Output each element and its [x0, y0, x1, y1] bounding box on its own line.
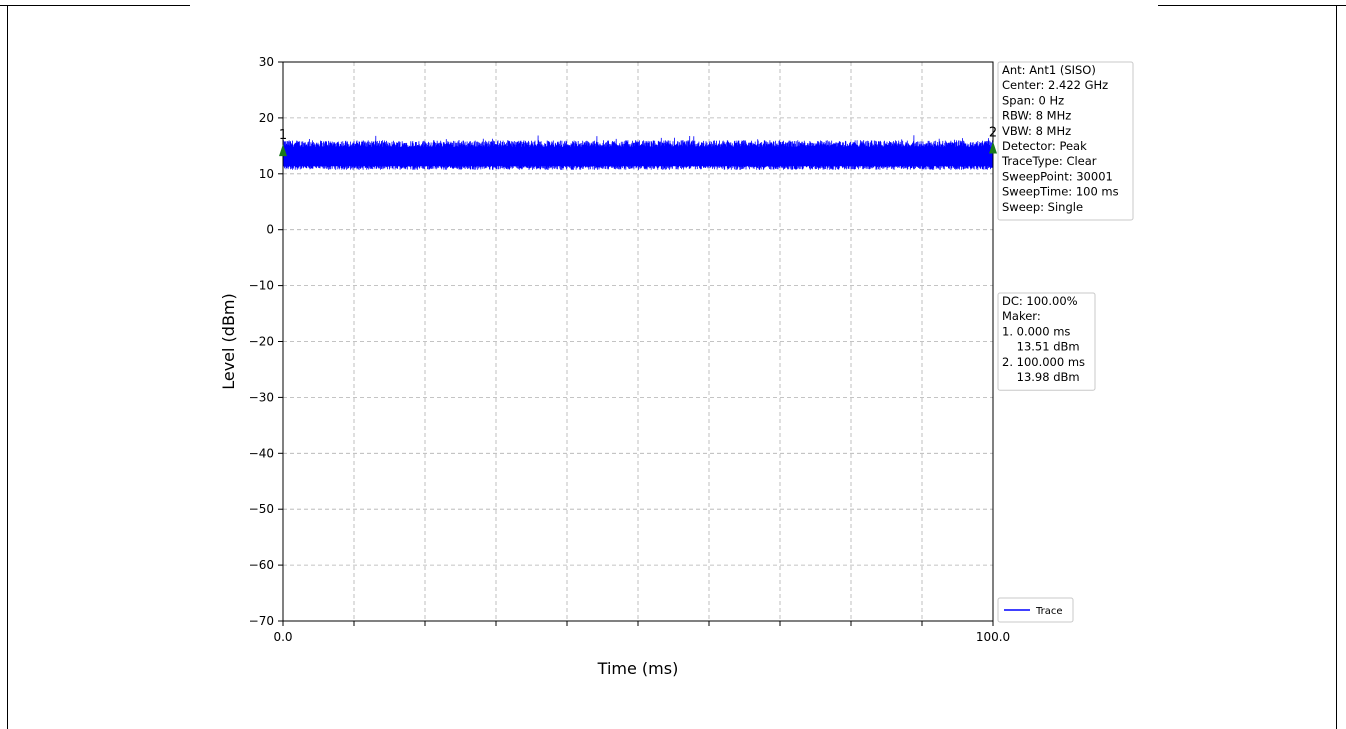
marker-2-triangle	[989, 141, 997, 154]
y-tick-label: −20	[249, 335, 274, 349]
box-frame	[997, 61, 1134, 221]
marker-2-label: 2	[989, 126, 997, 141]
x-axis-title: Time (ms)	[597, 659, 679, 678]
box-line: TraceType: Clear	[1001, 154, 1097, 168]
y-axis-title: Level (dBm)	[219, 293, 238, 390]
axis-ticks: 30 20 10 0 −10 −20 −30 −40 −50 −60 −70 0.0 100.0	[249, 55, 1011, 644]
frame-right-border	[1336, 5, 1337, 729]
box-line: Span: 0 Hz	[1002, 93, 1064, 107]
trace-series	[282, 135, 994, 170]
box-frame	[997, 292, 1096, 391]
box-line: 1. 0.000 ms	[1002, 324, 1070, 338]
y-tick-label: 30	[259, 55, 274, 69]
y-tick-label: −50	[249, 502, 274, 516]
y-tick-label: −40	[249, 446, 274, 460]
box-line: RBW: 8 MHz	[1002, 109, 1071, 123]
legend-label: Trace	[1035, 606, 1063, 617]
legend-frame	[997, 597, 1074, 623]
box-line: VBW: 8 MHz	[1002, 124, 1071, 138]
box-line: SweepPoint: 30001	[1002, 169, 1113, 183]
box-line: Sweep: Single	[1002, 200, 1083, 214]
y-tick-label: 20	[259, 111, 274, 125]
y-tick-label: −70	[249, 614, 274, 628]
box-line: Maker:	[1002, 309, 1041, 323]
y-tick-label: −10	[249, 279, 274, 293]
box-line: 2. 100.000 ms	[1002, 355, 1085, 369]
box-line: Ant: Ant1 (SISO)	[1002, 63, 1096, 77]
frame-left-border	[7, 5, 8, 729]
box-line: Center: 2.422 GHz	[1002, 78, 1108, 92]
y-tick-label: −30	[249, 390, 274, 404]
box-line: SweepTime: 100 ms	[1002, 185, 1119, 199]
frame-gap	[190, 0, 1158, 12]
marker-info-box: DC: 100.00%Maker:1. 0.000 ms 13.51 dBm2.…	[997, 292, 1096, 391]
x-tick-label: 0.0	[273, 630, 292, 644]
legend: Trace	[997, 597, 1074, 623]
trace-line	[282, 135, 994, 170]
box-line: DC: 100.00%	[1002, 294, 1078, 308]
box-line: 13.98 dBm	[1002, 370, 1080, 384]
x-tick-label: 100.0	[976, 630, 1010, 644]
y-tick-label: 0	[266, 223, 274, 237]
y-tick-label: −60	[249, 558, 274, 572]
y-tick-label: 10	[259, 167, 274, 181]
box-line: Detector: Peak	[1002, 139, 1087, 153]
box-line: 13.51 dBm	[1002, 340, 1080, 354]
marker-1-label: 1	[279, 128, 287, 143]
marker-1-triangle	[279, 144, 287, 157]
